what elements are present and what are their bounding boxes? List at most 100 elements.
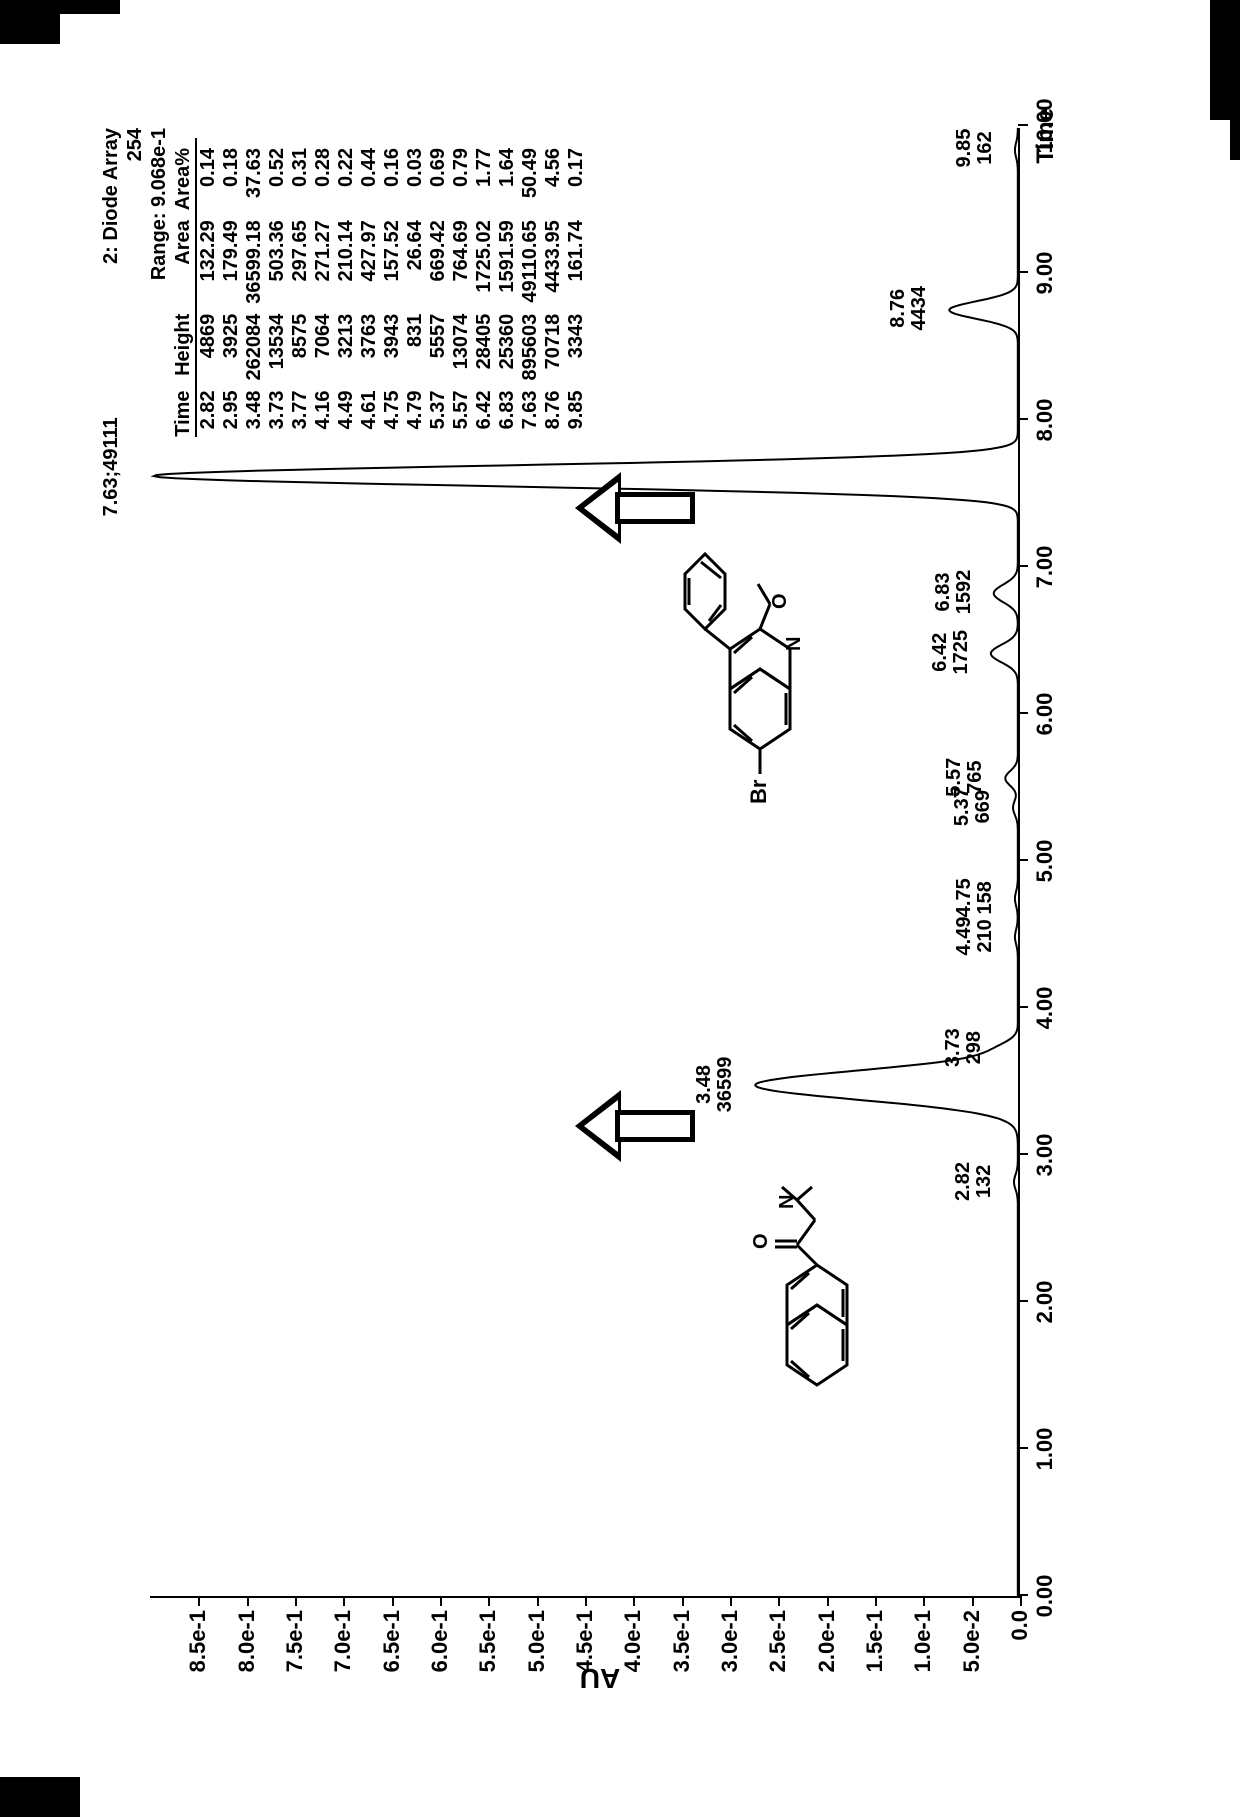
table-row: 4.167064271.270.28 [312, 138, 335, 437]
y-tick-label: 0.0 [1007, 1610, 1033, 1641]
peak-table-cell: 3343 [565, 304, 588, 381]
svg-text:O: O [750, 1233, 772, 1249]
svg-text:N: N [776, 1194, 798, 1208]
peak-label: 9.85162 [954, 129, 996, 168]
peak-label: 8.764434 [888, 286, 930, 331]
peak-table-cell: 4869 [196, 304, 220, 381]
peak-label: 4.75158 [954, 878, 996, 917]
peak-table-cell: 297.65 [289, 210, 312, 303]
scan-noise [0, 0, 120, 14]
y-tick [827, 1596, 829, 1606]
peak-table-cell: 4.79 [404, 380, 427, 436]
peak-label: 2.82132 [953, 1162, 995, 1201]
x-tick [1018, 1594, 1028, 1596]
peak-table-cell: 3.73 [266, 380, 289, 436]
peak-label: 3.73298 [943, 1028, 985, 1067]
scan-noise [0, 1777, 80, 1817]
peak-table-cell: 1.77 [473, 138, 496, 210]
x-axis-label: Time [1032, 108, 1060, 164]
y-tick [778, 1596, 780, 1606]
table-row: 6.42284051725.021.77 [473, 138, 496, 437]
table-row: 4.493213210.140.22 [335, 138, 358, 437]
svg-text:Br: Br [746, 779, 771, 804]
peak-table-cell: 50.49 [519, 138, 542, 210]
table-row: 3.7313534503.360.52 [266, 138, 289, 437]
table-row: 8.76707184433.954.56 [542, 138, 565, 437]
peak-table-cell: 5.37 [427, 380, 450, 436]
peak-table-cell: 4433.95 [542, 210, 565, 303]
table-row: 6.83253601591.591.64 [496, 138, 519, 437]
x-tick [1018, 1153, 1028, 1155]
peak-table-cell: 2.95 [220, 380, 243, 436]
peak-table-cell: 9.85 [565, 380, 588, 436]
y-tick-label: 7.5e-1 [282, 1610, 308, 1672]
wavelength-label: 254 [124, 128, 147, 161]
y-tick-label: 5.0e-1 [524, 1610, 550, 1672]
peak-table-cell: 0.16 [381, 138, 404, 210]
peak-table-cell: 49110.65 [519, 210, 542, 303]
x-tick [1018, 1447, 1028, 1449]
y-tick [972, 1596, 974, 1606]
peak-table-cell: 161.74 [565, 210, 588, 303]
rotated-chart-container: AU 2: Diode Array 254 Range: 9.068e-1 7.… [50, 48, 1190, 1768]
y-tick [392, 1596, 394, 1606]
x-tick [1018, 418, 1028, 420]
peak-table-cell: 3.48 [243, 380, 266, 436]
x-tick-label: 2.00 [1032, 1281, 1058, 1324]
peak-table-cell: 26.64 [404, 210, 427, 303]
peak-table-header: Area [172, 210, 196, 303]
peak-table-cell: 37.63 [243, 138, 266, 210]
table-row: 4.613763427.970.44 [358, 138, 381, 437]
svg-text:N: N [783, 637, 805, 651]
y-tick [488, 1596, 490, 1606]
peak-table-cell: 1.64 [496, 138, 519, 210]
peak-table-cell: 2.82 [196, 380, 220, 436]
y-tick [730, 1596, 732, 1606]
peak-table-cell: 4.56 [542, 138, 565, 210]
peak-label: 6.421725 [930, 630, 972, 675]
peak-label: 5.57765 [944, 758, 986, 797]
peak-table-cell: 3.77 [289, 380, 312, 436]
x-tick [1018, 271, 1028, 273]
table-row: 5.375557669.420.69 [427, 138, 450, 437]
table-row: 2.824869132.290.14 [196, 138, 220, 437]
x-tick-label: 0.00 [1032, 1575, 1058, 1618]
peak-table-cell: 0.31 [289, 138, 312, 210]
peak-table-header: Time [172, 380, 196, 436]
y-tick-label: 1.0e-1 [910, 1610, 936, 1672]
x-tick-label: 4.00 [1032, 987, 1058, 1030]
chart-frame: AU 2: Diode Array 254 Range: 9.068e-1 7.… [110, 108, 1090, 1708]
x-tick-label: 3.00 [1032, 1134, 1058, 1177]
table-row: 2.953925179.490.18 [220, 138, 243, 437]
page-root: AU 2: Diode Array 254 Range: 9.068e-1 7.… [0, 0, 1240, 1817]
x-tick-label: 9.00 [1032, 252, 1058, 295]
y-tick-label: 7.0e-1 [330, 1610, 356, 1672]
main-peak-label: 7.63;49111 [100, 417, 123, 516]
peak-table-cell: 1725.02 [473, 210, 496, 303]
peak-table-cell: 0.14 [196, 138, 220, 210]
peak-table-cell: 210.14 [335, 210, 358, 303]
peak-table-cell: 4.75 [381, 380, 404, 436]
y-tick [343, 1596, 345, 1606]
peak-table-cell: 7.63 [519, 380, 542, 436]
peak-table-cell: 13534 [266, 304, 289, 381]
peak-table-cell: 262084 [243, 304, 266, 381]
y-tick [440, 1596, 442, 1606]
peak-table-cell: 5557 [427, 304, 450, 381]
peak-table-header: Height [172, 304, 196, 381]
peak-table-cell: 8.76 [542, 380, 565, 436]
x-tick-label: 8.00 [1032, 399, 1058, 442]
peak-table-cell: 179.49 [220, 210, 243, 303]
peak-table-cell: 0.17 [565, 138, 588, 210]
x-tick [1018, 1006, 1028, 1008]
y-tick [875, 1596, 877, 1606]
peak-table: TimeHeightAreaArea% 2.824869132.290.142.… [172, 138, 588, 437]
peak-table-cell: 132.29 [196, 210, 220, 303]
peak-table-cell: 764.69 [450, 210, 473, 303]
peak-label: 3.4836599 [694, 1057, 736, 1113]
peak-table-cell: 4.49 [335, 380, 358, 436]
peak-table-cell: 3763 [358, 304, 381, 381]
y-tick [923, 1596, 925, 1606]
peak-label: 6.831592 [933, 570, 975, 615]
table-row: 3.778575297.650.31 [289, 138, 312, 437]
